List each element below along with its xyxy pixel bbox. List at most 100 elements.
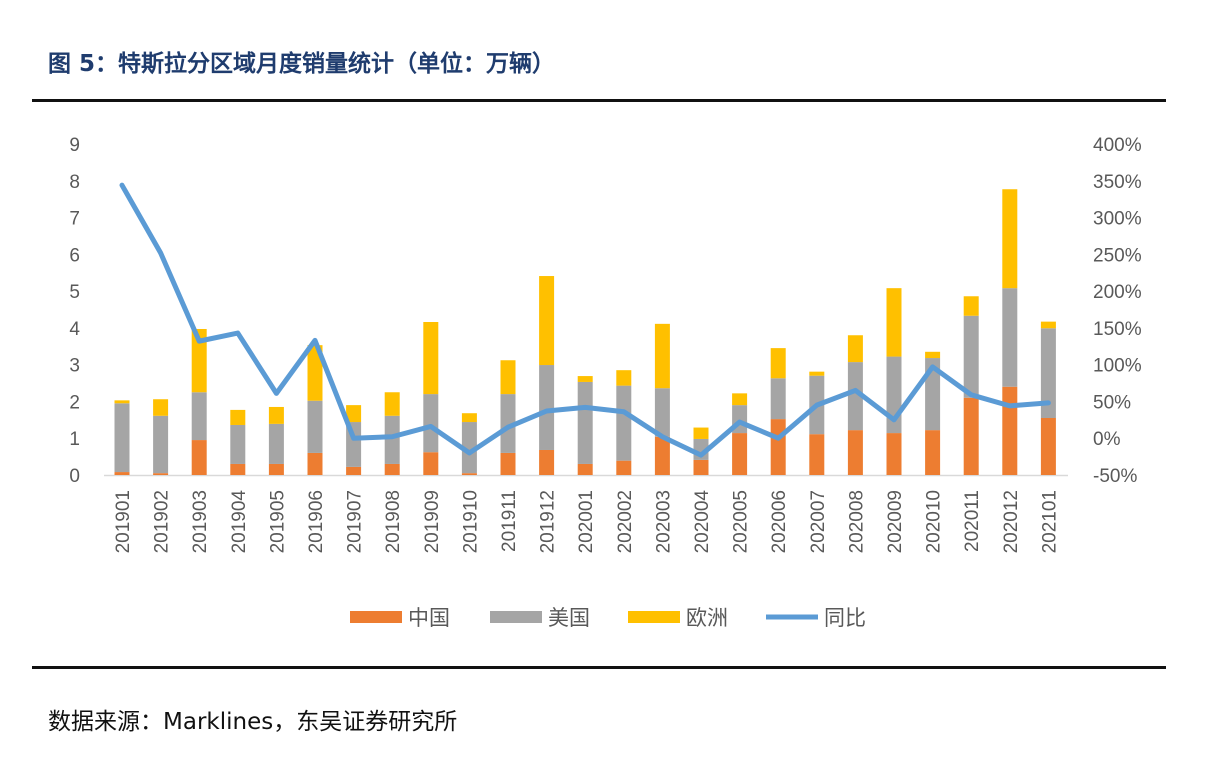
bar-usa (963, 315, 979, 398)
legend-label-yoy: 同比 (824, 606, 866, 630)
x-axis-tick: 201912 (538, 490, 559, 553)
left-axis-tick: 3 (69, 356, 80, 377)
right-axis-tick: 400% (1093, 135, 1142, 156)
x-axis-tick: 202012 (1001, 490, 1022, 553)
bar-china (616, 460, 632, 475)
left-axis-tick: 8 (69, 172, 80, 193)
bar-china (346, 466, 362, 475)
bar-usa (114, 403, 130, 473)
left-axis-tick: 5 (69, 282, 80, 303)
bar-europe (732, 393, 748, 406)
right-axis-tick: 150% (1093, 319, 1142, 340)
x-axis-tick: 202009 (885, 490, 906, 553)
bar-china (770, 419, 786, 475)
bar-usa (500, 394, 516, 453)
left-axis-tick: 9 (69, 135, 80, 156)
bar-europe (616, 370, 632, 386)
left-axis-tick: 4 (69, 319, 80, 340)
left-axis-tick: 1 (69, 429, 80, 450)
bar-china (539, 449, 555, 475)
bar-usa (847, 362, 863, 431)
x-axis-tick: 201902 (152, 490, 173, 553)
bar-china (191, 440, 207, 475)
bottom-rule (32, 666, 1166, 669)
x-axis-tick: 202005 (731, 490, 752, 553)
x-axis-tick: 201909 (422, 490, 443, 553)
bar-usa (770, 378, 786, 420)
bar-china (500, 452, 516, 475)
right-axis-tick: 100% (1093, 356, 1142, 377)
x-axis-tick: 202011 (962, 490, 983, 552)
x-axis-tick: 202002 (615, 490, 636, 553)
bar-europe (925, 351, 941, 359)
right-axis-tick: 0% (1093, 429, 1121, 450)
bar-china (423, 452, 439, 475)
x-axis-tick: 201908 (383, 490, 404, 553)
left-axis-tick: 0 (69, 466, 80, 487)
x-axis-tick: 201905 (267, 490, 288, 553)
bar-china (1002, 386, 1018, 475)
bar-europe (770, 348, 786, 379)
bar-china (809, 434, 825, 475)
bar-china (114, 472, 130, 475)
x-axis-tick: 202007 (808, 490, 829, 553)
bar-china (925, 430, 941, 475)
left-axis-tick: 6 (69, 245, 80, 266)
x-axis-tick: 202003 (653, 490, 674, 553)
bar-china (693, 459, 709, 475)
bar-china (230, 463, 246, 475)
bar-china (153, 473, 169, 475)
right-axis-tick: 200% (1093, 282, 1142, 303)
legend-swatch-europe (628, 611, 680, 623)
bar-usa (268, 423, 284, 464)
bar-usa (384, 415, 400, 464)
right-axis-tick: 50% (1093, 392, 1131, 413)
x-axis-tick: 201907 (345, 490, 366, 553)
right-axis-tick: 300% (1093, 209, 1142, 230)
bar-china (963, 397, 979, 475)
x-axis-tick: 201901 (113, 490, 134, 553)
bar-europe (1040, 321, 1056, 329)
bar-europe (114, 400, 130, 404)
bar-europe (847, 335, 863, 363)
left-axis-tick: 7 (69, 209, 80, 230)
bar-china (886, 433, 902, 475)
bar-usa (654, 388, 670, 437)
bar-china (1040, 417, 1056, 475)
x-axis-tick: 201906 (306, 490, 327, 553)
bar-usa (616, 385, 632, 461)
bar-europe (654, 323, 670, 389)
bar-usa (153, 415, 169, 474)
bar-usa (577, 381, 593, 464)
source-note: 数据来源：Marklines，东吴证券研究所 (48, 709, 458, 735)
right-axis-tick: 350% (1093, 172, 1142, 193)
x-axis-tick: 201911 (499, 490, 520, 552)
bar-usa (539, 365, 555, 450)
right-axis-tick: -50% (1093, 466, 1137, 487)
left-axis-tick: 2 (69, 392, 80, 413)
x-axis-tick: 201910 (460, 490, 481, 553)
bar-china (461, 473, 477, 475)
bar-usa (1040, 328, 1056, 418)
x-axis-tick: 202001 (576, 490, 597, 553)
bar-china (847, 430, 863, 475)
legend-label-usa: 美国 (548, 606, 590, 630)
bar-europe (963, 296, 979, 316)
bar-usa (1002, 288, 1018, 387)
bar-europe (230, 409, 246, 425)
bar-europe (693, 427, 709, 439)
bar-china (654, 436, 670, 475)
legend-label-china: 中国 (408, 606, 450, 630)
bar-china (577, 463, 593, 475)
bar-europe (577, 376, 593, 382)
x-axis-tick: 202004 (692, 490, 713, 554)
bar-china (307, 452, 323, 475)
x-axis-tick: 202006 (769, 490, 790, 553)
bar-europe (809, 371, 825, 376)
bar-europe (384, 392, 400, 416)
bar-usa (461, 422, 477, 474)
bar-europe (539, 276, 555, 366)
x-axis-tick: 202101 (1039, 490, 1060, 553)
bar-europe (886, 288, 902, 357)
